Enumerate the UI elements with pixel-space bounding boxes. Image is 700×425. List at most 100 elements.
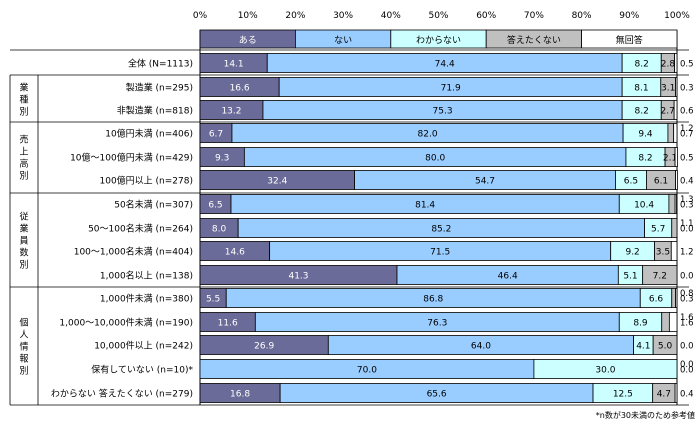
bar-value-label: 4.1 xyxy=(636,342,650,352)
bar-value-label: 5.7 xyxy=(651,225,665,235)
bar-value-label: 0.4 xyxy=(680,390,694,400)
group-label-char: 情 xyxy=(19,341,28,353)
bar-value-label: 2.8 xyxy=(661,60,676,70)
bar-value-label: 32.4 xyxy=(267,177,287,187)
bar-segment xyxy=(673,123,678,143)
bar-value-label: 8.2 xyxy=(638,154,652,164)
bar-value-label: 81.4 xyxy=(415,201,435,211)
bar-segment xyxy=(674,53,678,73)
bar-value-label: 3.5 xyxy=(656,248,670,258)
group-label-char: 別 xyxy=(19,107,28,118)
bar-value-label: 86.8 xyxy=(423,295,443,305)
bar-value-label: 6.7 xyxy=(209,130,223,140)
bar-value-label: 46.4 xyxy=(498,272,518,282)
x-tick-label: 40% xyxy=(381,11,401,21)
bar-segment xyxy=(661,312,670,332)
bar-value-label: 8.1 xyxy=(634,84,648,94)
bar-value-label: 1.2 xyxy=(680,124,694,134)
bar-value-label: 12.5 xyxy=(613,390,633,400)
bar-value-label: 16.6 xyxy=(230,84,250,94)
bar-value-label: 9.4 xyxy=(638,130,653,140)
group-label-char: 数 xyxy=(19,247,28,259)
bar-segment xyxy=(668,194,676,214)
row-label: 保有していない (n=10)* xyxy=(91,364,193,376)
row-label: 1,000件未満 (n=380) xyxy=(100,293,193,305)
bar-value-label: 1.1 xyxy=(680,219,694,229)
bar-value-label: 14.6 xyxy=(225,248,245,258)
group-label-char: 員 xyxy=(19,236,28,247)
x-tick-label: 80% xyxy=(572,11,592,21)
bar-value-label: 9.3 xyxy=(215,154,229,164)
x-tick-label: 30% xyxy=(333,11,353,21)
group-label-char: 個 xyxy=(19,317,28,329)
group-label-char: 別 xyxy=(19,366,28,377)
group-label-char: 売 xyxy=(19,134,28,146)
group-label-char: 業 xyxy=(19,223,28,235)
bar-value-label: 3.1 xyxy=(661,84,675,94)
x-tick-label: 60% xyxy=(476,11,496,21)
bar-value-label: 0.4 xyxy=(680,177,694,187)
row-label: 非製造業 (n=818) xyxy=(117,105,193,117)
bar-segment xyxy=(675,170,678,190)
group-label-char: 報 xyxy=(19,354,28,365)
bar-value-label: 0.0 xyxy=(680,342,694,352)
bar-value-label: 0.6 xyxy=(680,107,694,117)
group-label-char: 別 xyxy=(19,171,28,182)
row-label: 10億～100億円未満 (n=429) xyxy=(70,152,193,164)
x-tick-label: 20% xyxy=(285,11,305,21)
legend-swatch xyxy=(581,29,678,49)
row-label: 製造業 (n=295) xyxy=(126,82,193,94)
bar-segment xyxy=(668,312,678,332)
bar-value-label: 2.1 xyxy=(663,154,677,164)
legend-label: 答えたくない xyxy=(507,34,561,46)
bar-value-label: 80.0 xyxy=(425,154,445,164)
row-label: 100億円以上 (n=278) xyxy=(100,175,194,187)
bar-value-label: 6.5 xyxy=(624,177,638,187)
bar-value-label: 10.4 xyxy=(634,201,654,211)
group-label-char: 業 xyxy=(19,82,28,94)
bar-value-label: 65.6 xyxy=(427,390,447,400)
footnote: *n数が30未満のため参考値 xyxy=(596,410,695,420)
bar-value-label: 71.9 xyxy=(441,84,461,94)
bar-value-label: 71.5 xyxy=(430,248,450,258)
bar-value-label: 1.6 xyxy=(680,313,694,323)
bar-value-label: 13.2 xyxy=(221,107,241,117)
x-tick-label: 100% xyxy=(664,11,690,21)
x-tick-label: 70% xyxy=(524,11,544,21)
bar-value-label: 8.0 xyxy=(212,225,227,235)
bar-value-label: 2.7 xyxy=(661,107,675,117)
bar-value-label: 85.2 xyxy=(431,225,451,235)
legend-label: わからない xyxy=(416,35,461,46)
legend-label: ない xyxy=(334,35,352,46)
bar-value-label: 0.0 xyxy=(680,225,694,235)
bar-value-label: 26.9 xyxy=(254,342,274,352)
bar-value-label: 0.0 xyxy=(680,272,694,282)
row-label: 1,000名以上 (n=138) xyxy=(100,270,193,282)
bar-segment xyxy=(667,123,675,143)
bar-segment xyxy=(674,383,678,403)
bar-segment xyxy=(670,241,678,261)
group-label-char: 人 xyxy=(19,330,28,341)
bar-value-label: 5.1 xyxy=(623,272,637,282)
bar-value-label: 0.7 xyxy=(680,130,694,140)
bar-value-label: 16.8 xyxy=(230,390,250,400)
bar-value-label: 0.3 xyxy=(680,295,694,305)
bar-segment xyxy=(674,147,678,167)
bar-segment xyxy=(642,265,678,285)
bar-value-label: 0.3 xyxy=(680,201,694,211)
bar-value-label: 5.0 xyxy=(658,342,673,352)
bar-value-label: 41.3 xyxy=(288,272,308,282)
row-label: 1,000～10,000件未満 (n=190) xyxy=(59,317,193,329)
bar-value-label: 6.6 xyxy=(649,295,664,305)
row-label: 50名未満 (n=307) xyxy=(114,199,193,211)
bar-value-label: 64.0 xyxy=(471,342,491,352)
bar-segment xyxy=(675,288,678,308)
bar-value-label: 11.6 xyxy=(218,319,238,329)
bar-value-label: 9.2 xyxy=(625,248,639,258)
x-tick-label: 90% xyxy=(619,11,639,21)
x-tick-label: 50% xyxy=(428,11,448,21)
bar-value-label: 14.1 xyxy=(224,60,244,70)
bar-value-label: 70.0 xyxy=(357,366,377,376)
bar-value-label: 7.2 xyxy=(653,272,667,282)
